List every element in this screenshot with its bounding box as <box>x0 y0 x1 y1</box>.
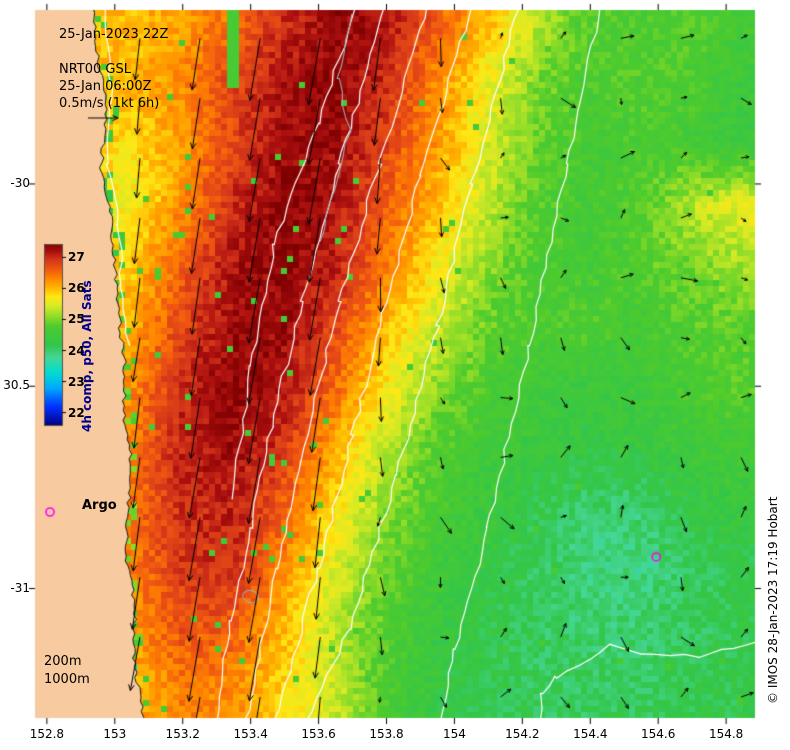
x-axis-tick-label: 154.2 <box>505 727 540 741</box>
x-axis-tick-label: 152.8 <box>29 727 65 741</box>
contour-1000m-label: 1000m <box>44 672 90 687</box>
x-axis-tick-label: 153.4 <box>233 727 268 741</box>
x-axis-tick-label: 154.8 <box>708 727 744 741</box>
x-axis-tick-label: 154.6 <box>641 727 676 741</box>
colorbar-tick-label: 27 <box>68 250 85 265</box>
argo-legend-label: Argo <box>82 498 117 513</box>
colorbar-tick-label: 26 <box>68 281 85 296</box>
colorbar-title: 4h comp, p50, All Sats <box>80 280 94 432</box>
product-name-label: NRT00 GSL <box>59 62 131 77</box>
x-axis-tick-label: 153 <box>103 727 127 741</box>
contour-200m-label: 200m <box>44 654 82 669</box>
y-axis-tick-label: -31 <box>10 580 30 595</box>
colorbar-tick-label: 25 <box>68 312 85 327</box>
vector-scale-label: 0.5m/s (1kt 6h) <box>59 96 160 111</box>
map-datetime-label: 25-Jan-2023 22Z <box>59 27 169 42</box>
x-axis-tick-label: 153.6 <box>301 727 336 741</box>
colorbar-tick-label: 23 <box>68 374 85 389</box>
y-axis-tick-label: -30 <box>10 175 30 190</box>
colorbar-tick-label: 22 <box>68 405 85 420</box>
colorbar-tick-label: 24 <box>68 343 85 358</box>
imos-credit-label: © IMOS 28-Jan-2023 17:19 Hobart <box>766 496 780 704</box>
x-axis-tick-label: 153.2 <box>165 727 200 741</box>
y-axis-tick-label: 30.5 <box>3 378 30 393</box>
x-axis-tick-label: 154 <box>442 727 466 741</box>
x-axis-tick-label: 154.4 <box>573 727 608 741</box>
x-axis-tick-label: 153.8 <box>369 727 404 741</box>
product-time-label: 25-Jan 06:00Z <box>59 79 152 94</box>
